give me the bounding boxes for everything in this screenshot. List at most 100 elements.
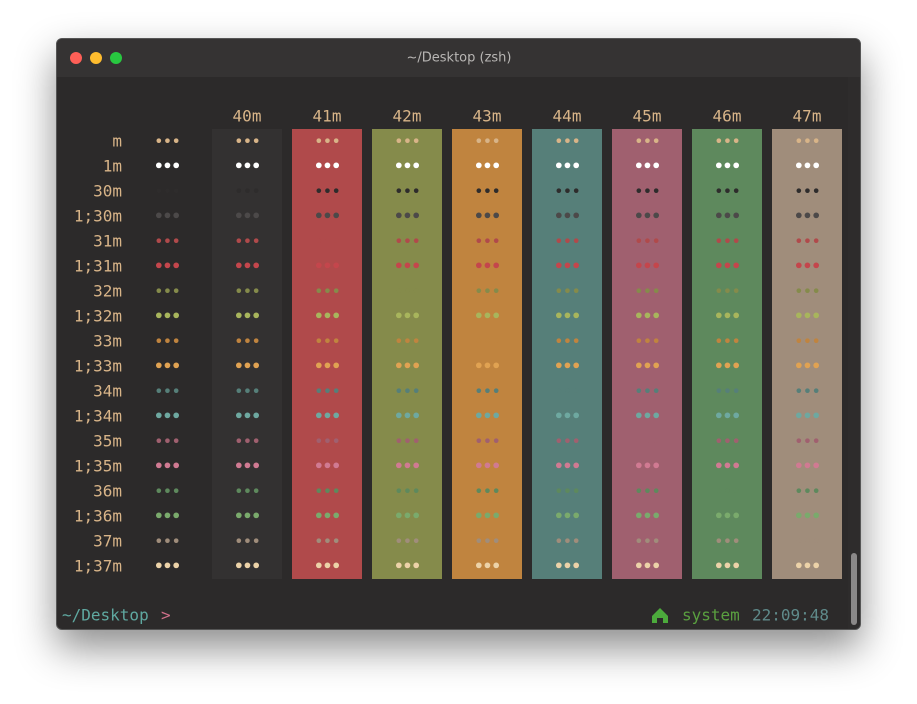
color-sample: ••• bbox=[474, 157, 500, 176]
color-sample: ••• bbox=[794, 157, 820, 176]
scrollbar-track bbox=[848, 77, 860, 629]
color-sample: ••• bbox=[554, 432, 580, 451]
color-sample: ••• bbox=[314, 432, 340, 451]
color-sample: ••• bbox=[154, 532, 180, 551]
color-sample: ••• bbox=[154, 382, 180, 401]
row-label: 1;35m bbox=[74, 457, 122, 476]
row-label: 1;36m bbox=[74, 507, 122, 526]
status-time: 22:09:48 bbox=[752, 606, 829, 625]
color-sample: ••• bbox=[634, 357, 660, 376]
color-sample: ••• bbox=[474, 507, 500, 526]
color-sample: ••• bbox=[794, 557, 820, 576]
color-sample: ••• bbox=[314, 282, 340, 301]
row-label: 37m bbox=[93, 532, 122, 551]
color-sample: ••• bbox=[474, 532, 500, 551]
color-sample: ••• bbox=[714, 382, 740, 401]
column-background bbox=[532, 129, 602, 579]
color-sample: ••• bbox=[154, 407, 180, 426]
color-sample: ••• bbox=[554, 457, 580, 476]
color-sample: ••• bbox=[234, 432, 260, 451]
color-sample: ••• bbox=[234, 182, 260, 201]
color-sample: ••• bbox=[234, 557, 260, 576]
color-sample: ••• bbox=[314, 332, 340, 351]
title-bar bbox=[57, 39, 860, 77]
zoom-button[interactable] bbox=[110, 52, 122, 64]
color-sample: ••• bbox=[634, 482, 660, 501]
color-sample: ••• bbox=[234, 232, 260, 251]
color-sample: ••• bbox=[554, 482, 580, 501]
row-label: 35m bbox=[93, 432, 122, 451]
column-header: 47m bbox=[793, 107, 822, 126]
column-background bbox=[372, 129, 442, 579]
color-sample: ••• bbox=[714, 282, 740, 301]
terminal-window: ~/Desktop (zsh) 40m 41m 42m 43m 44m 45m 46m 47m… bbox=[56, 38, 861, 630]
color-sample: ••• bbox=[394, 457, 420, 476]
terminal: ~/Desktop (zsh) 40m 41m 42m 43m 44m 45m 46m 47m… bbox=[57, 39, 860, 629]
color-sample: ••• bbox=[394, 432, 420, 451]
color-sample: ••• bbox=[234, 482, 260, 501]
color-sample: ••• bbox=[394, 357, 420, 376]
color-sample: ••• bbox=[234, 532, 260, 551]
color-sample: ••• bbox=[554, 157, 580, 176]
color-sample: ••• bbox=[234, 332, 260, 351]
color-sample: ••• bbox=[794, 382, 820, 401]
color-sample: ••• bbox=[794, 132, 820, 151]
color-sample: ••• bbox=[634, 207, 660, 226]
color-sample: ••• bbox=[154, 557, 180, 576]
color-sample: ••• bbox=[474, 207, 500, 226]
row-label: m bbox=[112, 132, 122, 151]
color-sample: ••• bbox=[794, 232, 820, 251]
column-header: 46m bbox=[713, 107, 742, 126]
color-sample: ••• bbox=[714, 482, 740, 501]
color-sample: ••• bbox=[554, 207, 580, 226]
color-sample: ••• bbox=[314, 307, 340, 326]
color-sample: ••• bbox=[794, 407, 820, 426]
scrollbar-thumb[interactable] bbox=[851, 553, 857, 625]
color-sample: ••• bbox=[234, 382, 260, 401]
color-sample: ••• bbox=[314, 232, 340, 251]
color-sample: ••• bbox=[314, 157, 340, 176]
color-sample: ••• bbox=[154, 357, 180, 376]
color-sample: ••• bbox=[474, 382, 500, 401]
color-sample: ••• bbox=[234, 307, 260, 326]
color-sample: ••• bbox=[634, 507, 660, 526]
color-sample: ••• bbox=[554, 507, 580, 526]
color-sample: ••• bbox=[634, 132, 660, 151]
column-header: 41m bbox=[313, 107, 342, 126]
color-sample: ••• bbox=[394, 482, 420, 501]
color-sample: ••• bbox=[154, 157, 180, 176]
color-sample: ••• bbox=[234, 507, 260, 526]
color-sample: ••• bbox=[154, 232, 180, 251]
color-sample: ••• bbox=[474, 132, 500, 151]
color-sample: ••• bbox=[394, 132, 420, 151]
color-sample: ••• bbox=[714, 207, 740, 226]
color-sample: ••• bbox=[714, 532, 740, 551]
color-sample: ••• bbox=[634, 257, 660, 276]
row-label: 30m bbox=[93, 182, 122, 201]
minimize-button[interactable] bbox=[90, 52, 102, 64]
color-sample: ••• bbox=[714, 257, 740, 276]
color-sample: ••• bbox=[634, 332, 660, 351]
color-sample: ••• bbox=[474, 357, 500, 376]
color-sample: ••• bbox=[314, 182, 340, 201]
color-sample: ••• bbox=[554, 332, 580, 351]
color-sample: ••• bbox=[474, 257, 500, 276]
color-sample: ••• bbox=[794, 457, 820, 476]
color-sample: ••• bbox=[394, 507, 420, 526]
color-sample: ••• bbox=[634, 532, 660, 551]
color-sample: ••• bbox=[154, 457, 180, 476]
color-sample: ••• bbox=[794, 207, 820, 226]
color-sample: ••• bbox=[394, 207, 420, 226]
close-button[interactable] bbox=[70, 52, 82, 64]
color-sample: ••• bbox=[394, 407, 420, 426]
color-sample: ••• bbox=[714, 132, 740, 151]
color-sample: ••• bbox=[554, 257, 580, 276]
color-sample: ••• bbox=[154, 182, 180, 201]
color-sample: ••• bbox=[714, 432, 740, 451]
color-sample: ••• bbox=[154, 132, 180, 151]
color-sample: ••• bbox=[794, 357, 820, 376]
row-label: 34m bbox=[93, 382, 122, 401]
color-sample: ••• bbox=[314, 357, 340, 376]
color-sample: ••• bbox=[314, 557, 340, 576]
color-sample: ••• bbox=[314, 482, 340, 501]
